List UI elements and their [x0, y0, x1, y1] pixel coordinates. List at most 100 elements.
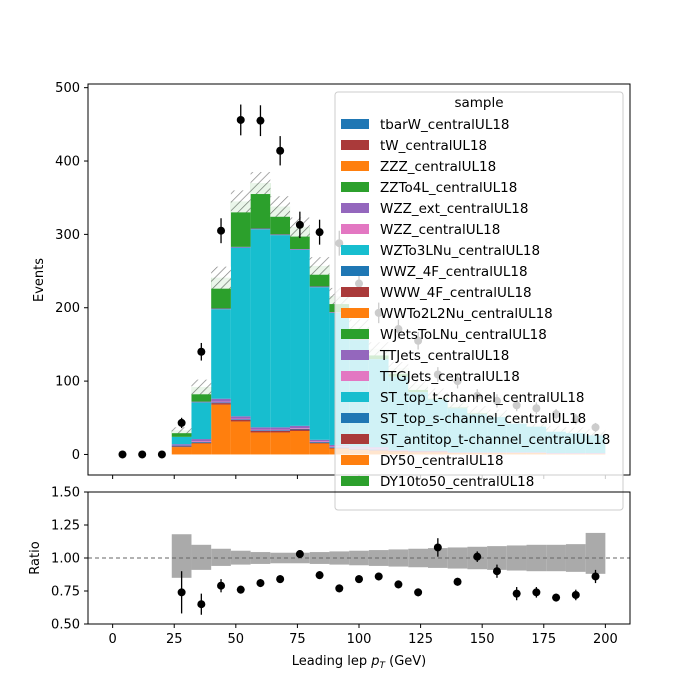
stack-bar	[171, 446, 192, 448]
legend-label: TTJets_centralUL18	[379, 348, 509, 364]
ratio-point	[256, 579, 265, 588]
stack-bar	[230, 201, 251, 247]
ratio-plot-area	[88, 532, 630, 615]
stack-bar	[270, 432, 291, 455]
legend-label: ST_antitop_t-channel_centralUL18	[380, 432, 610, 448]
data-point	[315, 228, 324, 237]
main-y-tick-label: 400	[55, 155, 80, 170]
main-y-tick-label: 0	[72, 448, 80, 463]
stack-bar	[191, 401, 212, 403]
stack-bar	[191, 442, 212, 444]
stack-bar	[270, 235, 291, 428]
stack-bar	[270, 234, 291, 236]
ratio-point	[433, 543, 442, 552]
stack-bar	[211, 402, 231, 404]
stack-bar	[171, 444, 192, 446]
legend: sample tbarW_centralUL18 tW_centralUL18 ZZ…	[334, 91, 624, 511]
stack-bar	[191, 402, 212, 440]
stack-bar	[211, 404, 231, 455]
data-point	[256, 116, 265, 125]
ratio-x-tick-label: 75	[289, 632, 306, 647]
ratio-point	[335, 584, 344, 593]
legend-label: WWTo2L2Nu_centralUL18	[380, 306, 553, 322]
legend-swatch	[341, 161, 369, 171]
ratio-uncertainty-band	[585, 532, 606, 574]
ratio-x-tick-label: 175	[531, 632, 556, 647]
ratio-point	[394, 580, 403, 589]
stack-bar	[250, 228, 271, 230]
legend-title: sample	[454, 95, 503, 111]
stack-bar	[270, 430, 291, 433]
stack-bar	[290, 425, 310, 429]
ratio-y-tick-label: 1.50	[51, 486, 80, 501]
ratio-uncertainty-band	[565, 544, 586, 572]
data-point	[177, 418, 186, 427]
ratio-point	[473, 552, 482, 561]
stack-bar	[309, 441, 330, 442]
legend-swatch	[341, 413, 369, 423]
stack-bar	[230, 419, 251, 422]
legend-swatch	[341, 203, 369, 213]
ratio-uncertainty-band	[427, 548, 448, 568]
legend-label: WZTo3LNu_centralUL18	[380, 243, 540, 259]
x-axis-label: Leading lep pT (GeV)	[292, 654, 426, 671]
ratio-x-tick-label: 25	[166, 632, 183, 647]
stack-bar	[309, 287, 330, 440]
stack-bar	[211, 403, 231, 405]
legend-swatch	[341, 245, 369, 255]
stack-bar	[309, 443, 330, 455]
legend-swatch	[341, 350, 369, 360]
ratio-point	[217, 581, 226, 590]
ratio-uncertainty-band	[447, 547, 468, 569]
ratio-panel: 0.50 0.75 1.00 1.25 1.50 0 25 50 75 100 125 150 175…	[28, 486, 631, 671]
data-point	[118, 450, 127, 459]
legend-label: WZZ_centralUL18	[380, 222, 500, 238]
ratio-x-tick-label: 125	[408, 632, 433, 647]
ratio-point	[512, 589, 521, 598]
ratio-uncertainty-band	[329, 551, 350, 565]
stack-bar	[270, 429, 291, 431]
legend-label: TTGJets_centralUL18	[379, 369, 520, 385]
legend-swatch	[341, 287, 369, 297]
stack-bar	[250, 183, 271, 229]
main-y-tick-label: 200	[55, 301, 80, 316]
ratio-x-ticks: 0 25 50 75 100 125 150 175 200	[108, 624, 618, 647]
ratio-point	[236, 585, 245, 594]
ratio-x-tick-label: 200	[593, 632, 618, 647]
mc-uncertainty-hatch	[270, 196, 291, 217]
ratio-uncertainty-band	[546, 544, 566, 572]
mc-uncertainty-hatch	[191, 379, 212, 395]
legend-label: WWW_4F_centralUL18	[380, 285, 532, 301]
stack-bar	[211, 309, 231, 399]
ratio-point	[552, 593, 561, 602]
mc-uncertainty-hatch	[250, 172, 271, 195]
ratio-point	[532, 588, 541, 597]
stack-bar	[250, 432, 271, 455]
ratio-y-axis-label: Ratio	[28, 541, 43, 574]
legend-label: WZZ_ext_centralUL18	[380, 201, 528, 217]
stack-bar	[191, 441, 212, 443]
stack-bar	[309, 286, 330, 288]
stack-bar	[270, 427, 291, 430]
stack-bar	[191, 441, 212, 442]
legend-label: tW_centralUL18	[380, 138, 487, 154]
main-y-axis-label: Events	[32, 258, 47, 302]
legend-label: tbarW_centralUL18	[380, 117, 510, 133]
data-point	[138, 450, 147, 459]
legend-swatch	[341, 308, 369, 318]
main-y-ticks: 0 100 200 300 400 500	[55, 81, 88, 463]
ratio-uncertainty-band	[211, 548, 231, 566]
legend-swatch	[341, 392, 369, 402]
legend-label: ST_top_t-channel_centralUL18	[380, 390, 585, 406]
stack-bar	[250, 429, 271, 431]
legend-label: ZZTo4L_centralUL18	[380, 180, 517, 196]
stack-bar	[250, 229, 271, 428]
ratio-point	[414, 588, 423, 597]
legend-label: WJetsToLNu_centralUL18	[380, 327, 547, 343]
legend-swatch	[341, 476, 369, 486]
stack-bar	[171, 430, 192, 437]
x-axis-label-unit: (GeV)	[385, 654, 426, 669]
ratio-point	[492, 567, 501, 576]
legend-swatch	[341, 182, 369, 192]
legend-label: ZZZ_centralUL18	[380, 159, 496, 175]
